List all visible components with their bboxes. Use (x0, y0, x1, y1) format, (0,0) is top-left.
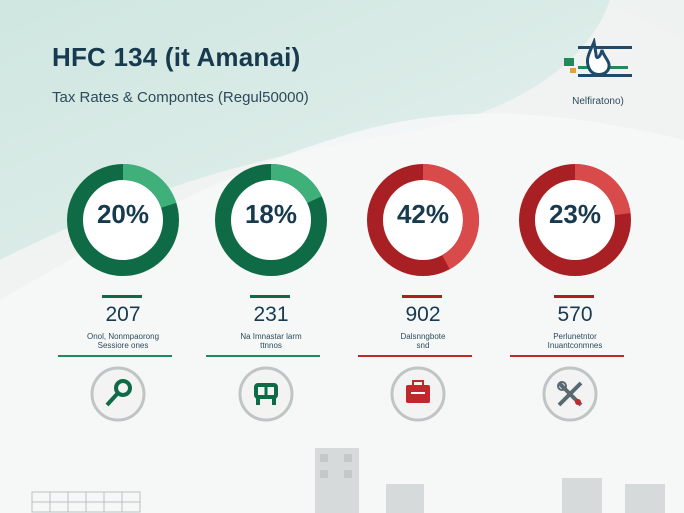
card-divider (206, 355, 320, 357)
tax-card-4: 23% 570 Perlunetntor Inuantconmnes (510, 155, 640, 455)
donut-progress-arc (519, 164, 631, 276)
rate-percent: 20% (96, 199, 150, 229)
chair-icon (238, 366, 294, 422)
stat-label: Dalsnngbote snd (400, 332, 446, 350)
stat-value: 207 (105, 303, 141, 326)
stat-accent-bar (402, 295, 442, 298)
donut-ring (367, 164, 479, 276)
logo-label: Nelfiratono) (572, 96, 624, 107)
rate-percent: 18% (244, 199, 298, 229)
stat-accent-bar (102, 295, 142, 298)
tax-card-3: 42% 902 Dalsnngbote snd (358, 155, 488, 455)
rate-percent: 23% (548, 199, 602, 229)
key-icon (90, 366, 146, 422)
donut-progress-arc (215, 164, 327, 276)
donut-progress-arc (367, 164, 479, 276)
page-subtitle: Tax Rates & Compontes (Regul50000) (52, 89, 309, 106)
stat-accent-bar (554, 295, 594, 298)
stat-label: Na Imnastar larm ttnnos (240, 332, 302, 350)
stat-value: 231 (253, 303, 289, 326)
donut-ring (519, 164, 631, 276)
donut-ring (215, 164, 327, 276)
tools-icon (542, 366, 598, 422)
donut-progress-arc (67, 164, 179, 276)
card-divider (58, 355, 172, 357)
skyline-decoration (31, 448, 665, 513)
stat-label: Perlunetntor Inuantconmnes (547, 332, 603, 350)
stat-value: 570 (557, 303, 593, 326)
briefcase-icon (390, 366, 446, 422)
stat-label: Onol, Nonmpaorong Sessiore ones (86, 332, 160, 350)
card-divider (510, 355, 624, 357)
header: HFC 134 (it Amanai) Tax Rates & Componte… (52, 42, 309, 106)
stat-value: 902 (405, 303, 441, 326)
rate-percent: 42% (396, 199, 450, 229)
card-divider (358, 355, 472, 357)
page-title: HFC 134 (it Amanai) (52, 42, 301, 72)
stat-accent-bar (250, 295, 290, 298)
donut-ring (67, 164, 179, 276)
flame-logo-icon (564, 38, 632, 77)
tax-card-2: 18% 231 Na Imnastar larm ttnnos (206, 155, 336, 455)
tax-card-1: 20% 207 Onol, Nonmpaorong Sessiore ones (58, 155, 188, 455)
